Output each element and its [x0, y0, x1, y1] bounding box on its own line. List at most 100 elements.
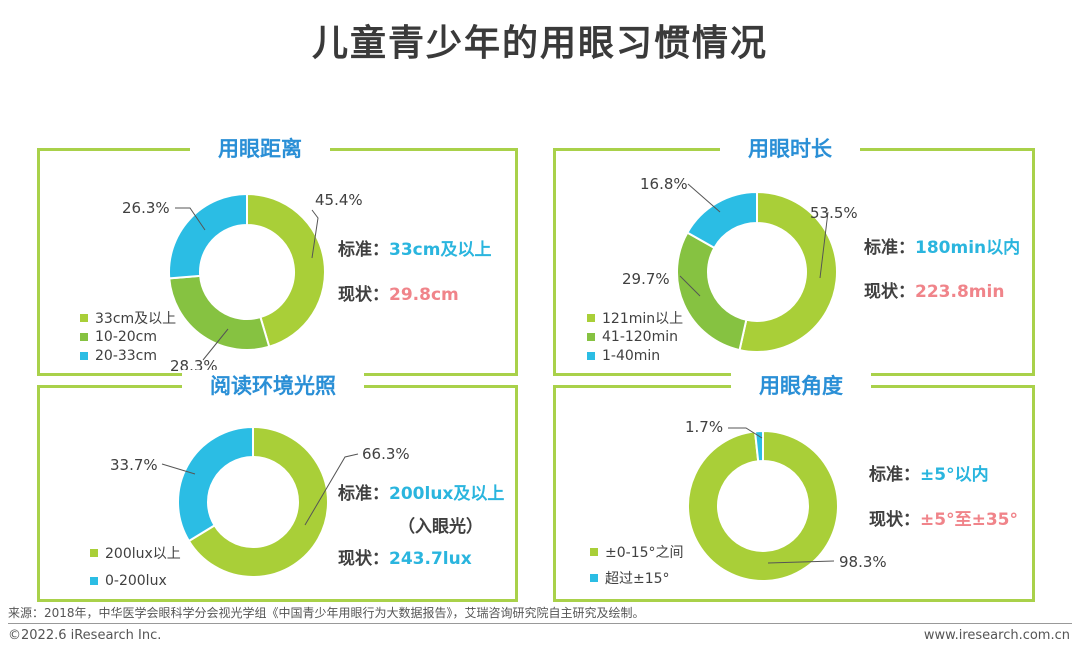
- current-duration: 现状：223.8min: [864, 277, 1004, 302]
- standard-value: ±5°以内: [920, 465, 989, 485]
- leader-line: [202, 328, 229, 361]
- leader-line: [687, 183, 721, 213]
- leader-line: [161, 463, 196, 475]
- legend-label: 1-40min: [602, 347, 661, 364]
- standard-value: 200lux及以上: [389, 484, 505, 504]
- legend-swatch: [80, 351, 88, 360]
- donut-slice: [676, 231, 748, 352]
- standard-note: （入眼光）: [398, 517, 483, 537]
- data-label: 26.3%: [122, 199, 170, 217]
- data-label: 33.7%: [110, 456, 158, 474]
- current-value: 223.8min: [915, 282, 1005, 302]
- legend-item: 10-20cm: [80, 327, 176, 346]
- legend-swatch: [80, 332, 88, 341]
- leader-line: [819, 211, 829, 279]
- legend-swatch: [590, 547, 598, 556]
- legend-swatch: [587, 351, 595, 360]
- donut-slice: [686, 190, 758, 250]
- standard-value: 33cm及以上: [389, 240, 492, 260]
- legend-label: 10-20cm: [95, 328, 158, 345]
- legend-swatch: [80, 313, 88, 322]
- legend-item: ±0-15°之间: [590, 542, 684, 561]
- legend-swatch: [90, 576, 98, 585]
- current-angle: 现状：±5°至±35°: [869, 505, 1018, 530]
- legend-label: 0-200lux: [105, 572, 167, 589]
- legend-duration: 121min以上 41-120min 1-40min: [587, 308, 683, 365]
- donut-chart-lighting: 66.3% 33.7%: [110, 425, 410, 578]
- legend-label: 200lux以上: [105, 545, 181, 562]
- footer-divider: [8, 623, 1072, 624]
- donut-slice: [753, 429, 764, 463]
- legend-item: 41-120min: [587, 327, 683, 346]
- data-label: 53.5%: [810, 204, 858, 222]
- current-distance: 现状：29.8cm: [338, 280, 459, 305]
- legend-label: 41-120min: [602, 328, 678, 345]
- donut-slice: [168, 192, 248, 280]
- legend-lighting: 200lux以上 0-200lux: [90, 543, 181, 590]
- legend-label: ±0-15°之间: [605, 544, 684, 561]
- leader-line: [311, 209, 319, 259]
- donut-chart-angle: 98.3% 1.7%: [685, 418, 887, 582]
- legend-swatch: [587, 313, 595, 322]
- standard-label: 标准：: [338, 240, 389, 260]
- data-label: 66.3%: [362, 445, 410, 463]
- current-label: 现状：: [864, 282, 915, 302]
- legend-item: 200lux以上: [90, 543, 181, 562]
- panel-title-angle: 用眼角度: [731, 370, 871, 400]
- current-label: 现状：: [338, 285, 389, 305]
- copyright: ©2022.6 iResearch Inc.: [8, 628, 162, 643]
- panel-angle: 用眼角度: [553, 370, 1035, 602]
- legend-item: 121min以上: [587, 308, 683, 327]
- data-label: 1.7%: [685, 418, 723, 436]
- donut-slice: [687, 429, 839, 582]
- source-note: 来源：2018年，中华医学会眼科学分会视光学组《中国青少年用眼行为大数据报告》，…: [8, 606, 645, 620]
- panel-lighting: 阅读环境光照: [37, 370, 518, 602]
- panel-title-lighting: 阅读环境光照: [182, 370, 364, 400]
- standard-label: 标准：: [869, 465, 920, 485]
- donut-chart-distance: 45.4%28.3%26.3%: [122, 191, 363, 375]
- legend-swatch: [590, 573, 598, 582]
- legend-distance: 33cm及以上 10-20cm 20-33cm: [80, 308, 176, 365]
- data-label: 98.3%: [839, 553, 887, 571]
- data-label: 16.8%: [640, 175, 688, 193]
- standard-lighting: 标准：200lux及以上: [338, 479, 504, 504]
- current-lighting: 现状：243.7lux: [338, 544, 472, 569]
- page-title: 儿童青少年的用眼习惯情况: [311, 23, 768, 64]
- current-label: 现状：: [338, 549, 389, 569]
- standard-distance: 标准：33cm及以上: [338, 235, 491, 260]
- donut-slice: [738, 190, 838, 353]
- current-value: ±5°至±35°: [920, 510, 1018, 530]
- legend-angle: ±0-15°之间 超过±15°: [590, 542, 684, 587]
- legend-swatch: [90, 548, 98, 557]
- legend-swatch: [587, 332, 595, 341]
- website-link[interactable]: www.iresearch.com.cn: [923, 628, 1070, 643]
- current-value: 243.7lux: [389, 549, 472, 569]
- legend-label: 超过±15°: [605, 570, 670, 587]
- current-value: 29.8cm: [389, 285, 459, 305]
- data-label: 45.4%: [315, 191, 363, 209]
- legend-label: 20-33cm: [95, 347, 158, 364]
- current-label: 现状：: [869, 510, 920, 530]
- legend-item: 1-40min: [587, 346, 683, 365]
- legend-item: 0-200lux: [90, 571, 181, 590]
- leader-line: [304, 453, 359, 526]
- panel-title-duration: 用眼时长: [720, 133, 860, 163]
- leader-line: [728, 427, 763, 439]
- legend-label: 33cm及以上: [95, 310, 177, 327]
- standard-value: 180min以内: [915, 238, 1021, 258]
- donut-slice: [246, 192, 326, 349]
- standard-note-lighting: （入眼光）: [398, 512, 483, 537]
- standard-label: 标准：: [338, 484, 389, 504]
- donut-chart-duration: 53.5% 29.7% 16.8%: [622, 175, 858, 353]
- legend-label: 121min以上: [602, 310, 684, 327]
- standard-duration: 标准：180min以内: [864, 233, 1020, 258]
- leader-line: [175, 207, 206, 231]
- legend-item: 20-33cm: [80, 346, 176, 365]
- legend-item: 超过±15°: [590, 568, 684, 587]
- donut-slice: [187, 425, 329, 578]
- standard-angle: 标准：±5°以内: [869, 460, 989, 485]
- data-label: 29.7%: [622, 270, 670, 288]
- donut-slice: [177, 425, 254, 543]
- leader-line: [679, 275, 701, 297]
- legend-item: 33cm及以上: [80, 308, 176, 327]
